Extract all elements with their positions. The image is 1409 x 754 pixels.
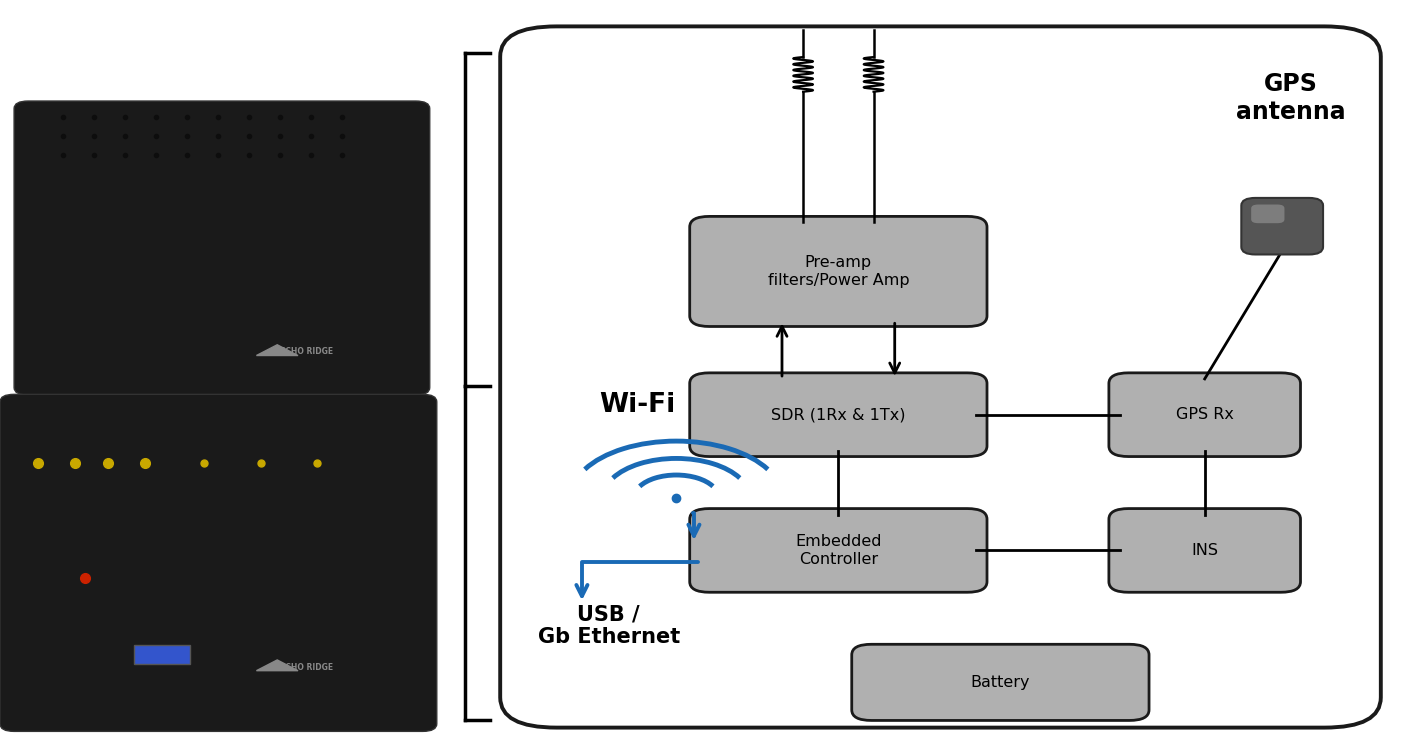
Text: Wi-Fi: Wi-Fi <box>599 393 675 418</box>
FancyBboxPatch shape <box>689 216 986 326</box>
FancyBboxPatch shape <box>14 101 430 395</box>
FancyBboxPatch shape <box>134 645 190 664</box>
FancyBboxPatch shape <box>1241 198 1323 255</box>
Text: INS: INS <box>1191 543 1219 558</box>
Text: Battery: Battery <box>971 675 1030 690</box>
FancyBboxPatch shape <box>0 394 437 731</box>
FancyBboxPatch shape <box>689 508 986 593</box>
FancyBboxPatch shape <box>1109 372 1301 456</box>
Polygon shape <box>256 345 299 356</box>
FancyBboxPatch shape <box>1109 508 1301 593</box>
FancyBboxPatch shape <box>1251 204 1285 223</box>
FancyBboxPatch shape <box>500 26 1381 728</box>
FancyBboxPatch shape <box>851 644 1148 721</box>
Text: Pre-amp
filters/Power Amp: Pre-amp filters/Power Amp <box>768 256 909 287</box>
Text: GPS
antenna: GPS antenna <box>1236 72 1346 124</box>
Text: Embedded
Controller: Embedded Controller <box>795 535 882 566</box>
Text: GPS Rx: GPS Rx <box>1175 407 1234 422</box>
Text: ECHO RIDGE: ECHO RIDGE <box>280 348 333 357</box>
FancyBboxPatch shape <box>689 372 986 456</box>
Text: USB /
Gb Ethernet: USB / Gb Ethernet <box>538 604 679 648</box>
Text: ECHO RIDGE: ECHO RIDGE <box>280 663 333 672</box>
Text: SDR (1Rx & 1Tx): SDR (1Rx & 1Tx) <box>771 407 906 422</box>
Polygon shape <box>256 660 299 671</box>
